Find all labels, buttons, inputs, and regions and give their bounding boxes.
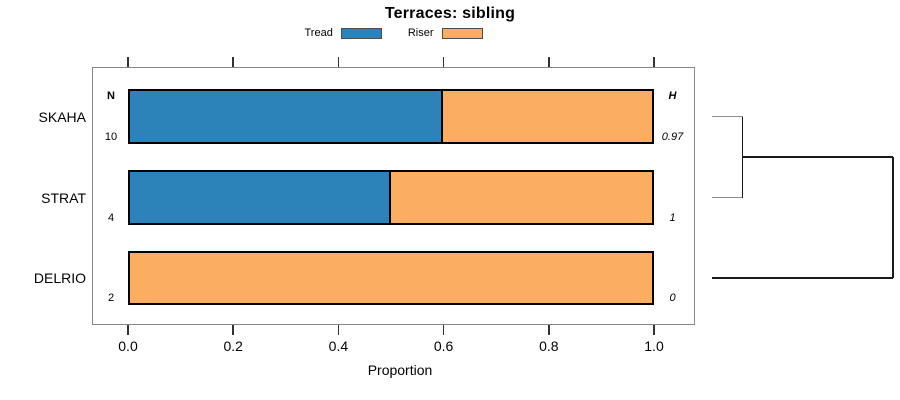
h-column-header: H [668,90,677,102]
bar-delrio [128,251,654,305]
x-axis-tick-bottom [337,325,340,335]
n-value-strat: 4 [107,212,115,224]
riser-color-swatch [441,27,483,39]
bar-segment-riser [130,253,652,303]
bar-segment-tread [130,91,444,142]
legend: Tread Riser [92,26,695,40]
x-axis-tick-label: 0.0 [118,338,138,354]
legend-label-tread: Tread [304,27,333,39]
n-column-header: N [107,90,115,102]
bar-segment-tread [130,172,391,223]
x-axis-tick-bottom [548,325,550,335]
dendrogram-merge2-vertical [892,157,894,278]
h-value-skaha: 0.97 [661,131,684,143]
x-axis-tick-bottom [232,325,234,335]
dendrogram-merge2-horizontal [742,156,893,158]
h-value-strat: 1 [669,212,676,224]
n-value-skaha: 10 [104,131,118,143]
row-label-strat: STRAT [41,189,86,206]
bar-skaha [128,89,654,144]
legend-label-riser: Riser [407,27,434,39]
bar-segment-riser [391,172,652,223]
x-axis-tick-bottom [442,325,445,335]
x-axis-tick-label: 0.2 [223,338,243,354]
x-axis-tick-label: 0.6 [433,338,454,354]
bar-strat [128,170,654,225]
x-axis-tick-top [232,57,234,67]
x-axis-tick-label: 1.0 [644,338,664,354]
x-axis-tick-top [337,57,340,67]
x-axis-tick-top [127,57,129,67]
chart-title: Terraces: sibling [384,5,516,22]
bar-segment-riser [443,91,652,142]
x-axis-tick-label: 0.8 [539,338,559,354]
legend-item-tread: Tread [305,27,382,39]
dendrogram-leaf-skaha [712,115,743,118]
row-label-delrio: DELRIO [33,270,86,286]
dendrogram-leaf-delrio [712,277,893,279]
x-axis-tick-bottom [653,325,655,335]
x-axis-tick-label: 0.4 [328,338,349,354]
x-axis-tick-top [653,57,655,67]
x-axis-tick-top [548,57,550,67]
x-axis-tick-top [442,57,445,67]
n-value-delrio: 2 [107,292,115,304]
dendrogram-leaf-strat [712,196,743,199]
h-value-delrio: 0 [669,292,676,304]
x-axis-tick-bottom [127,325,129,335]
x-axis-label: Proportion [367,362,433,378]
tread-color-swatch [340,27,382,39]
row-label-skaha: SKAHA [38,108,86,125]
legend-item-riser: Riser [408,27,483,39]
